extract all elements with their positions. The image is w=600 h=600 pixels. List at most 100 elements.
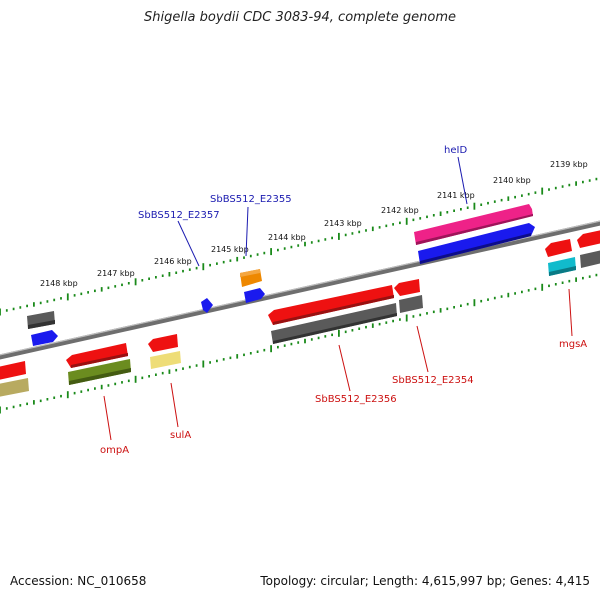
inner-ring-tick	[202, 360, 205, 368]
inner-ring-tick	[73, 391, 76, 395]
gene-feature-gray-2143[interactable]	[271, 303, 397, 344]
inner-ring-tick	[87, 388, 89, 392]
gene-label-sulA[interactable]: sulA	[170, 430, 191, 441]
inner-ring-tick	[351, 329, 354, 332]
outer-ring-tick	[412, 218, 415, 222]
gene-feature-heID-shade	[416, 214, 533, 245]
outer-ring-tick	[371, 226, 374, 232]
inner-ring-tick	[148, 375, 150, 378]
inner-ring-tick	[358, 327, 361, 330]
outer-ring-tick	[385, 224, 388, 228]
inner-ring-tick	[568, 279, 571, 283]
outer-ring-tick	[155, 276, 157, 279]
gene-label-SbBS512_E2356[interactable]: SbBS512_E2356	[315, 394, 397, 405]
outer-ring-tick	[466, 206, 469, 209]
topology-text: Topology: circular; Length: 4,615,997 bp…	[260, 574, 590, 588]
outer-ring-tick	[344, 233, 347, 237]
gene-feature-blue-2141-shade	[420, 233, 531, 264]
inner-ring-tick	[39, 399, 42, 403]
outer-ring-tick	[568, 183, 571, 187]
gene-feature-SbBS512_E2354[interactable]	[394, 279, 420, 296]
gene-feature-SbBS512_E2356[interactable]	[268, 285, 394, 325]
gene-label-ompA[interactable]: ompA	[100, 445, 129, 456]
gene-feature-blue-2148[interactable]	[31, 330, 58, 346]
inner-ring-tick	[446, 307, 449, 311]
outer-ring-tick	[33, 302, 35, 307]
gene-feature-mgsA[interactable]	[545, 239, 572, 257]
inner-ring-tick	[107, 384, 110, 387]
inner-ring-tick	[527, 289, 530, 292]
outer-ring-tick	[229, 259, 232, 262]
gene-feature-blue-2146[interactable]	[201, 298, 213, 313]
inner-ring-tick	[216, 359, 218, 363]
gene-label-SbBS512_E2355[interactable]: SbBS512_E2355	[210, 194, 292, 205]
reverse-features	[0, 230, 600, 397]
leader-heID	[457, 156, 468, 205]
outer-ring-tick	[209, 263, 211, 267]
outer-ring-tick	[588, 179, 591, 182]
gene-feature-ompA[interactable]	[66, 343, 128, 368]
gene-feature-gray-2142[interactable]	[399, 295, 423, 313]
inner-ring-tick	[33, 400, 35, 405]
inner-ring-tick	[209, 361, 211, 364]
outer-ring-tick	[534, 191, 537, 194]
gene-feature-heID[interactable]	[414, 204, 533, 245]
scale-label-2142: 2142 kbp	[381, 206, 419, 215]
outer-ring-tick	[121, 283, 123, 287]
inner-ring-tick	[324, 335, 327, 338]
map-title: Shigella boydii CDC 3083-94, complete ge…	[143, 10, 457, 25]
outer-ring-tick	[453, 209, 455, 212]
scale-label-2144: 2144 kbp	[268, 233, 306, 242]
outer-ring-tick	[53, 298, 56, 302]
leader-SbBS512_E2355	[245, 206, 249, 257]
gene-feature-sulA[interactable]	[148, 334, 178, 352]
outer-ring-tick	[134, 278, 137, 286]
outer-ring-tick	[5, 309, 8, 312]
genome-backbone	[0, 220, 600, 360]
gene-feature-yellow-2146[interactable]	[150, 351, 181, 369]
outer-ring-tick	[310, 241, 313, 244]
gene-feature-gray-right[interactable]	[580, 250, 600, 268]
leader-ompA	[103, 395, 112, 441]
outer-ring-tick	[222, 260, 225, 264]
outer-ring-tick	[188, 268, 191, 271]
scale-label-2148: 2148 kbp	[40, 279, 78, 288]
scale-labels: 2148 kbp 2147 kbp 2146 kbp 2145 kbp 2144…	[40, 160, 588, 288]
gene-label-heID[interactable]: heID	[444, 145, 467, 156]
inner-ring-tick	[561, 281, 564, 284]
leader-SbBS512_E2356	[338, 344, 351, 392]
scale-label-2139: 2139 kbp	[550, 160, 588, 169]
gene-feature-cyan-2139-shade	[549, 266, 576, 276]
outer-ring-tick	[304, 241, 306, 247]
outer-ring-tick	[141, 279, 144, 282]
scale-label-2141: 2141 kbp	[437, 191, 475, 200]
gene-feature-blue-2145[interactable]	[244, 288, 265, 303]
outer-ring-tick	[480, 203, 483, 206]
inner-ring-tick	[249, 352, 252, 355]
gene-feature-blue-2141[interactable]	[418, 223, 535, 264]
inner-ring-tick	[487, 298, 489, 301]
outer-ring-tick	[283, 247, 286, 250]
gene-feature-red-left[interactable]	[0, 361, 26, 380]
gene-feature-khaki-left[interactable]	[0, 378, 29, 397]
inner-ring-tick	[588, 275, 591, 278]
outer-ring-tick	[331, 236, 333, 240]
outer-ring-tick	[487, 201, 489, 205]
inner-ring-tick	[399, 318, 401, 321]
outer-ring-tick	[127, 282, 130, 285]
gene-feature-olive-2147-shade	[69, 368, 131, 385]
inner-ring-tick	[378, 322, 381, 326]
gene-label-SbBS512_E2354[interactable]: SbBS512_E2354	[392, 375, 474, 386]
inner-ring-tick	[256, 350, 259, 353]
inner-ring-tick	[290, 342, 293, 346]
gene-label-SbBS512_E2357[interactable]: SbBS512_E2357	[138, 210, 220, 221]
inner-ring-tick	[493, 296, 496, 300]
outer-tick-ring	[0, 177, 598, 316]
gene-feature-red-right[interactable]	[577, 230, 600, 248]
scale-label-2140: 2140 kbp	[493, 176, 531, 185]
inner-ring-tick	[141, 376, 144, 380]
gene-label-mgsA[interactable]: mgsA	[559, 339, 587, 350]
outer-ring-tick	[148, 277, 150, 280]
inner-ring-tick	[0, 406, 1, 414]
gene-feature-gray-2143-shade	[273, 313, 397, 344]
